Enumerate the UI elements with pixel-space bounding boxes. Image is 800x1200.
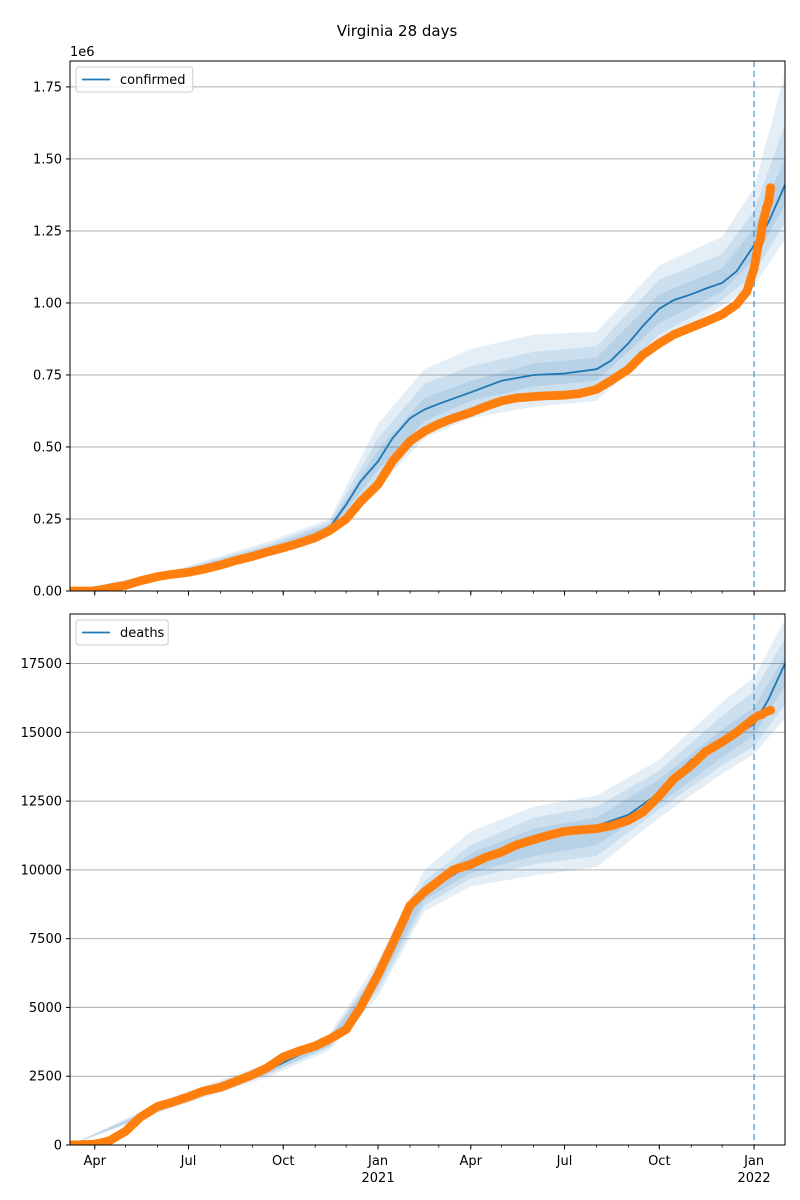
observed-point xyxy=(766,705,776,715)
observed-point xyxy=(766,183,776,193)
y-tick-label: 0 xyxy=(54,1139,62,1154)
x-tick-label: Jan xyxy=(367,1154,388,1169)
y-tick-label: 2500 xyxy=(29,1070,62,1085)
x-tick-label: Oct xyxy=(272,1154,294,1169)
y-tick-label: 0.75 xyxy=(33,368,62,383)
plot-area xyxy=(70,61,785,591)
y-tick-label: 7500 xyxy=(29,932,62,947)
y-tick-label: 1.00 xyxy=(33,296,62,311)
y-tick-label: 0.50 xyxy=(33,440,62,455)
confirmed-panel: 0.00 0.25 0.50 0.75 1.00 1.25 1.50 1.75 1e6 confi… xyxy=(33,45,786,600)
x-tick-year-label: 2021 xyxy=(362,1171,395,1186)
x-tick-label: Oct xyxy=(648,1154,670,1169)
legend: confirmed xyxy=(75,66,194,93)
y-tick-label: 0.25 xyxy=(33,512,62,527)
y-tick-label: 17500 xyxy=(21,657,62,672)
legend-box xyxy=(75,66,194,93)
y-tick-label: 5000 xyxy=(29,1001,62,1016)
y-tick-label: 1.75 xyxy=(33,80,62,95)
y-tick-label: 15000 xyxy=(21,726,62,741)
axes-frame xyxy=(69,60,786,592)
uncertainty-band xyxy=(70,72,785,591)
x-tick-label: Jan xyxy=(743,1154,764,1169)
x-tick-year-label: 2022 xyxy=(738,1171,771,1186)
legend-box xyxy=(75,619,169,646)
x-tick-label: Apr xyxy=(460,1154,483,1169)
y-tick-label: 0.00 xyxy=(33,585,62,600)
legend: deaths xyxy=(75,619,169,646)
x-tick-label: Jul xyxy=(556,1154,573,1169)
uncertainty-band xyxy=(70,619,785,1145)
y-tick-label: 10000 xyxy=(21,863,62,878)
axes-frame xyxy=(69,613,786,1146)
x-tick-label: Apr xyxy=(83,1154,106,1169)
legend-label: deaths xyxy=(120,626,165,641)
plot-area xyxy=(70,614,785,1145)
deaths-panel: 0 2500 5000 7500 10000 12500 15000 17500 Apr Jul O… xyxy=(21,613,786,1186)
x-tick-label: Jul xyxy=(180,1154,197,1169)
y-tick-label: 1.50 xyxy=(33,152,62,167)
y-multiplier-label: 1e6 xyxy=(70,45,95,60)
legend-label: confirmed xyxy=(120,73,186,88)
figure-title: Virginia 28 days xyxy=(337,22,458,40)
y-tick-label: 1.25 xyxy=(33,224,62,239)
y-tick-label: 12500 xyxy=(21,795,62,810)
